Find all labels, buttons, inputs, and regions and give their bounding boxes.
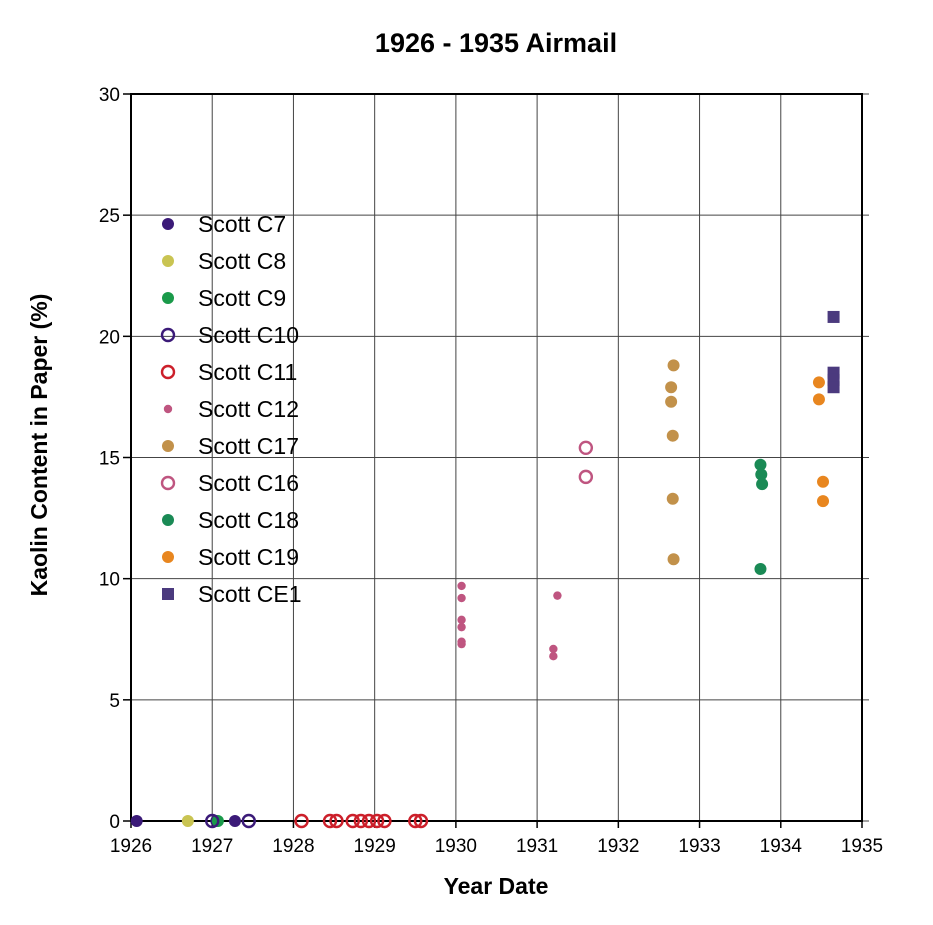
legend-label-scott-c12: Scott C12 [198, 396, 299, 422]
data-point-scott-c19 [812, 393, 825, 406]
data-point-scott-c11 [294, 813, 309, 829]
chart-title: 1926 - 1935 Airmail [375, 28, 617, 58]
y-tick-label: 20 [99, 327, 120, 348]
legend-label-scott-c18: Scott C18 [198, 507, 299, 533]
x-tick-label: 1933 [678, 836, 720, 857]
data-point-scott-c17 [666, 492, 679, 505]
data-point-scott-c16 [578, 469, 594, 485]
data-point-scott-c16 [578, 440, 594, 456]
x-tick-label: 1929 [354, 836, 396, 857]
legend-label-scott-c11: Scott C11 [198, 359, 297, 385]
data-point-scott-c19 [817, 495, 830, 508]
legend-label-scott-c8: Scott C8 [198, 248, 286, 274]
data-point-scott-c11 [329, 813, 344, 829]
y-tick-label: 30 [99, 85, 120, 106]
data-point-scott-c8 [181, 815, 194, 827]
x-tick-label: 1926 [110, 836, 152, 857]
legend-marker-scott-ce1 [162, 588, 174, 600]
data-point-scott-ce1 [827, 310, 840, 323]
legend-marker-scott-c19 [162, 551, 174, 563]
data-point-scott-c12 [549, 652, 558, 661]
data-point-scott-c11 [413, 813, 429, 829]
x-tick-label: 1932 [597, 836, 639, 857]
data-point-scott-c19 [812, 376, 825, 389]
data-point-scott-c17 [666, 429, 679, 442]
y-tick-label: 0 [109, 812, 120, 833]
data-points [130, 310, 840, 829]
legend-marker-scott-c12 [163, 404, 173, 414]
data-point-scott-c11 [345, 813, 360, 829]
x-tick-label: 1927 [191, 836, 233, 857]
data-point-scott-c18 [754, 458, 767, 471]
data-point-scott-c17 [665, 381, 678, 394]
x-tick-label: 1930 [435, 836, 477, 857]
legend-label-scott-c7: Scott C7 [198, 211, 286, 237]
legend-marker-scott-c16 [160, 475, 176, 491]
legend-marker-scott-c10 [160, 327, 176, 343]
data-point-scott-c19 [817, 475, 830, 488]
x-tick-label: 1931 [516, 836, 558, 857]
legend-marker-scott-c8 [162, 255, 174, 267]
y-axis-label: Kaolin Content in Paper (%) [26, 294, 52, 597]
legend-marker-scott-c11 [160, 364, 176, 380]
legend-label-scott-c19: Scott C19 [198, 544, 299, 570]
data-point-scott-c10 [205, 813, 220, 829]
legend-marker-scott-c18 [162, 514, 174, 526]
data-point-scott-c18 [755, 468, 768, 481]
legend-label-scott-c10: Scott C10 [198, 322, 299, 348]
x-axis-label: Year Date [444, 873, 549, 899]
data-point-scott-c7 [228, 815, 241, 827]
data-point-scott-c12 [457, 581, 466, 591]
data-point-scott-c12 [457, 622, 466, 632]
y-tick-label: 10 [99, 570, 120, 591]
data-point-scott-c7 [130, 815, 143, 827]
data-point-scott-c12 [457, 615, 466, 625]
legend-marker-scott-c9 [162, 292, 174, 304]
data-point-scott-c17 [665, 395, 678, 408]
data-point-scott-c17 [667, 359, 680, 372]
y-tick-label: 25 [99, 206, 120, 227]
legend-label-scott-c9: Scott C9 [198, 285, 286, 311]
y-tick-label: 5 [109, 691, 120, 712]
data-point-scott-c11 [361, 813, 377, 829]
data-point-scott-c11 [408, 813, 423, 829]
x-tick-label: 1935 [841, 836, 883, 857]
data-point-scott-c12 [549, 644, 558, 654]
data-point-scott-c11 [353, 813, 369, 829]
data-point-scott-c17 [667, 553, 680, 566]
data-point-scott-c12 [457, 639, 466, 649]
data-point-scott-ce1 [827, 381, 840, 394]
data-point-scott-c11 [322, 813, 338, 829]
data-point-scott-c12 [457, 593, 466, 603]
x-tick-label: 1934 [760, 836, 803, 857]
data-point-scott-c18 [756, 478, 769, 491]
data-point-scott-c11 [377, 813, 392, 829]
data-point-scott-c10 [241, 813, 256, 829]
legend: Scott C7 Scott C8 Scott C9 Scott C10 Scott C… [160, 211, 302, 607]
axis-ticks: 1926 1927 1928 1929 1930 1931 1932 1933 1934 1935… [99, 85, 883, 857]
legend-label-scott-c16: Scott C16 [198, 470, 299, 496]
data-point-scott-c12 [553, 591, 562, 600]
legend-label-scott-c17: Scott C17 [198, 433, 299, 459]
legend-marker-scott-c7 [162, 218, 174, 230]
data-point-scott-c18 [754, 562, 767, 575]
legend-label-scott-ce1: Scott CE1 [198, 581, 302, 607]
y-tick-label: 15 [99, 449, 120, 470]
legend-marker-scott-c17 [162, 440, 174, 452]
x-tick-label: 1928 [272, 836, 314, 857]
data-point-scott-c11 [369, 813, 385, 829]
